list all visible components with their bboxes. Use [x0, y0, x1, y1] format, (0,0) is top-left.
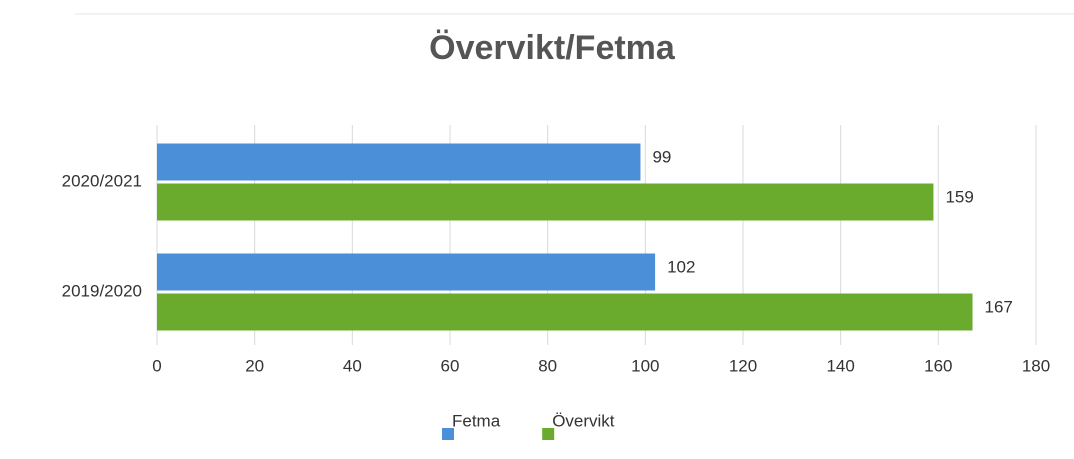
bar — [157, 293, 973, 331]
x-tick-label: 160 — [924, 356, 952, 375]
bar — [157, 253, 656, 291]
legend-label: Fetma — [452, 411, 501, 430]
chart-title: Övervikt/Fetma — [429, 29, 676, 67]
data-label: 102 — [667, 257, 695, 276]
x-tick-label: 20 — [245, 356, 264, 375]
y-tick-label: 2020/2021 — [62, 171, 142, 190]
x-tick-label: 180 — [1022, 356, 1050, 375]
x-tick-label: 80 — [538, 356, 557, 375]
x-tick-label: 60 — [441, 356, 460, 375]
y-tick-label: 2019/2020 — [62, 281, 142, 300]
x-tick-label: 120 — [729, 356, 757, 375]
x-tick-label: 100 — [631, 356, 659, 375]
bar — [157, 183, 934, 221]
x-tick-label: 0 — [152, 356, 161, 375]
legend-swatch — [442, 428, 454, 440]
data-label: 167 — [985, 297, 1013, 316]
data-label: 159 — [945, 187, 973, 206]
legend-swatch — [542, 428, 555, 440]
x-tick-label: 140 — [826, 356, 854, 375]
data-label: 99 — [652, 147, 671, 166]
legend-label: Övervikt — [552, 411, 615, 430]
bar — [157, 143, 641, 181]
x-tick-label: 40 — [343, 356, 362, 375]
